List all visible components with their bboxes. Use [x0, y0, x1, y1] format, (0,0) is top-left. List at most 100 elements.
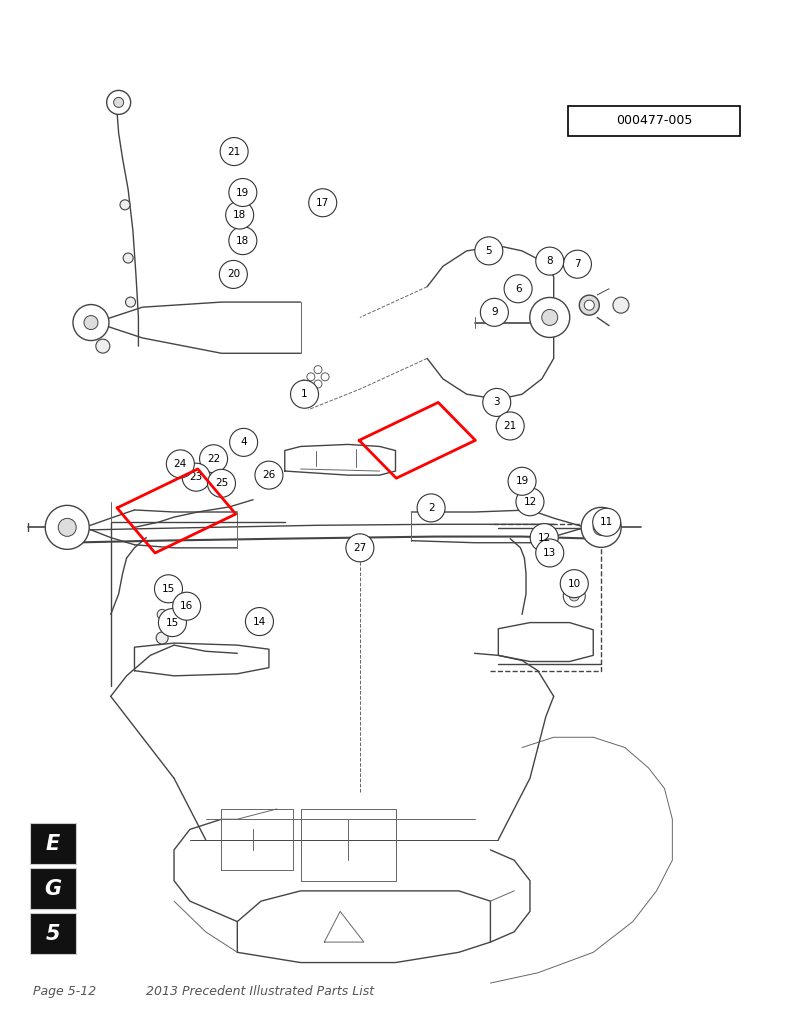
Text: 4: 4	[240, 437, 247, 447]
Circle shape	[585, 300, 594, 310]
Circle shape	[220, 137, 248, 166]
Circle shape	[579, 295, 600, 315]
Text: 19: 19	[237, 187, 249, 198]
Circle shape	[516, 487, 544, 516]
Circle shape	[417, 494, 445, 522]
Circle shape	[504, 274, 532, 303]
Circle shape	[126, 297, 135, 307]
Circle shape	[45, 506, 89, 549]
Circle shape	[314, 380, 322, 388]
Text: 3: 3	[494, 397, 500, 408]
Circle shape	[581, 507, 621, 548]
Circle shape	[84, 315, 98, 330]
Circle shape	[166, 625, 174, 633]
Text: 2: 2	[428, 503, 434, 513]
Circle shape	[114, 97, 123, 108]
Circle shape	[530, 523, 558, 552]
Circle shape	[321, 373, 329, 381]
Circle shape	[120, 200, 130, 210]
Circle shape	[483, 388, 511, 417]
Circle shape	[563, 250, 592, 279]
Text: 10: 10	[568, 579, 581, 589]
Circle shape	[73, 304, 109, 341]
Circle shape	[308, 188, 337, 217]
Text: 26: 26	[263, 470, 275, 480]
Circle shape	[542, 309, 558, 326]
Text: 15: 15	[166, 617, 179, 628]
Circle shape	[570, 591, 579, 601]
Bar	[30, 913, 76, 954]
Circle shape	[536, 247, 564, 275]
Text: 19: 19	[516, 476, 528, 486]
Text: 5: 5	[486, 246, 492, 256]
Bar	[30, 868, 76, 909]
Circle shape	[255, 461, 283, 489]
Text: 18: 18	[237, 236, 249, 246]
Circle shape	[182, 463, 210, 492]
Circle shape	[158, 608, 187, 637]
Bar	[30, 823, 76, 864]
Text: G: G	[44, 879, 62, 899]
Text: 18: 18	[233, 210, 246, 220]
Text: 6: 6	[515, 284, 521, 294]
Text: 17: 17	[316, 198, 329, 208]
Text: 5: 5	[46, 924, 60, 944]
Circle shape	[536, 539, 564, 567]
Text: 21: 21	[228, 146, 240, 157]
Circle shape	[508, 467, 536, 496]
Circle shape	[225, 201, 254, 229]
Text: 16: 16	[180, 601, 193, 611]
Circle shape	[154, 574, 183, 603]
Text: 13: 13	[543, 548, 556, 558]
Circle shape	[290, 380, 319, 409]
Circle shape	[123, 253, 133, 263]
Text: 22: 22	[207, 454, 220, 464]
Circle shape	[496, 412, 524, 440]
Text: 9: 9	[491, 307, 498, 317]
Text: E: E	[46, 834, 60, 854]
Circle shape	[245, 607, 274, 636]
Circle shape	[219, 260, 248, 289]
Bar	[568, 105, 740, 136]
Circle shape	[156, 632, 168, 644]
Text: 2013 Precedent Illustrated Parts List: 2013 Precedent Illustrated Parts List	[146, 985, 374, 997]
Text: 12: 12	[538, 532, 551, 543]
Circle shape	[59, 518, 76, 537]
Circle shape	[613, 297, 629, 313]
Circle shape	[593, 519, 609, 536]
Circle shape	[530, 297, 570, 338]
Text: 15: 15	[162, 584, 175, 594]
Circle shape	[157, 609, 167, 620]
Circle shape	[166, 450, 195, 478]
Text: 11: 11	[600, 517, 613, 527]
Text: 24: 24	[174, 459, 187, 469]
Circle shape	[346, 534, 374, 562]
Circle shape	[207, 469, 236, 498]
Text: 20: 20	[227, 269, 240, 280]
Text: 7: 7	[574, 259, 581, 269]
Text: 27: 27	[354, 543, 366, 553]
Circle shape	[560, 569, 589, 598]
Circle shape	[229, 428, 258, 457]
Circle shape	[172, 592, 201, 621]
Circle shape	[107, 90, 131, 115]
Text: 14: 14	[253, 616, 266, 627]
Text: 8: 8	[547, 256, 553, 266]
Text: 23: 23	[190, 472, 202, 482]
Text: 21: 21	[504, 421, 517, 431]
Circle shape	[480, 298, 509, 327]
Circle shape	[307, 373, 315, 381]
Text: 000477-005: 000477-005	[616, 115, 692, 127]
Circle shape	[229, 178, 257, 207]
Circle shape	[563, 585, 585, 607]
Text: 12: 12	[524, 497, 536, 507]
Circle shape	[229, 226, 257, 255]
Circle shape	[300, 380, 308, 388]
Circle shape	[314, 366, 322, 374]
Text: 25: 25	[215, 478, 228, 488]
Circle shape	[96, 339, 110, 353]
Text: 1: 1	[301, 389, 308, 399]
Circle shape	[592, 508, 621, 537]
Text: Page 5-12: Page 5-12	[33, 985, 97, 997]
Circle shape	[199, 444, 228, 473]
